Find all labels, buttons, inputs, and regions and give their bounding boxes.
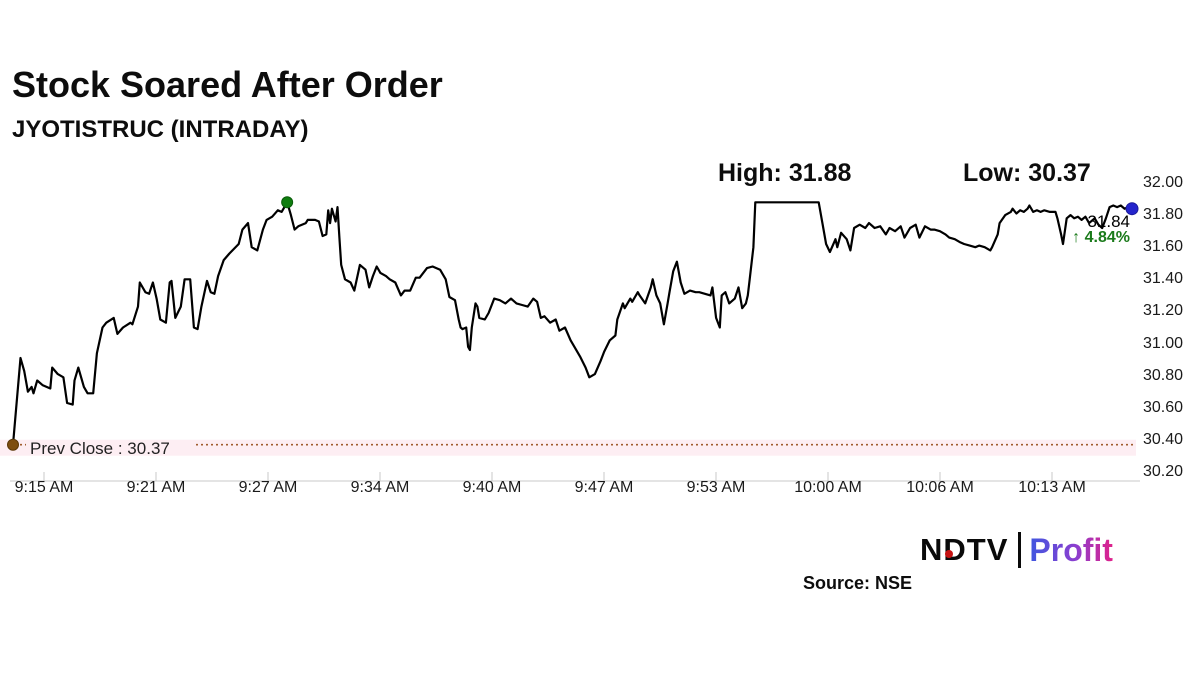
x-tick-label: 9:21 AM	[126, 479, 186, 496]
source-label: Source: NSE	[803, 573, 913, 593]
low-annotation: Low: 30.37	[963, 159, 1091, 187]
logo-divider	[1018, 532, 1022, 568]
x-tick-label: 9:47 AM	[574, 479, 634, 496]
low-point-marker	[7, 438, 19, 451]
profit-logo-text: Profit	[1029, 531, 1113, 568]
change-percent: ↑ 4.84%	[1040, 229, 1130, 247]
y-tick-label: 31.00	[1143, 334, 1184, 352]
y-tick-label: 31.40	[1143, 270, 1184, 288]
x-tick-label: 10:06 AM	[906, 479, 974, 496]
x-tick-label: 9:34 AM	[350, 479, 410, 496]
x-tick-label: 9:27 AM	[238, 479, 298, 496]
y-tick-label: 30.80	[1143, 366, 1184, 384]
y-tick-label: 32.00	[1143, 174, 1184, 191]
change-percent-value: 4.84%	[1084, 229, 1130, 246]
x-tick-label: 9:40 AM	[462, 479, 522, 496]
ndtv-profit-logo: NDTV Profit	[920, 530, 1113, 570]
chart-subtitle: JYOTISTRUC (INTRADAY)	[12, 116, 309, 143]
y-tick-label: 31.60	[1143, 238, 1184, 256]
ndtv-red-dot-icon	[945, 550, 953, 558]
y-tick-label: 31.80	[1143, 206, 1184, 224]
last-point-marker	[1125, 202, 1139, 216]
up-arrow-icon: ↑	[1072, 229, 1081, 246]
high-point-marker	[281, 196, 294, 209]
x-tick-label: 9:15 AM	[14, 479, 74, 496]
x-tick-label: 10:00 AM	[794, 479, 862, 496]
y-tick-label: 30.60	[1143, 398, 1184, 416]
ndtv-logo-text: NDTV	[920, 532, 1009, 567]
prev-close-band	[0, 439, 1136, 456]
x-tick-label: 10:13 AM	[1018, 479, 1086, 496]
high-annotation: High: 31.88	[718, 159, 852, 187]
page-title: Stock Soared After Order	[12, 64, 443, 105]
price-line	[11, 201, 1134, 446]
prev-close-annotation: Prev Close : 30.37	[30, 439, 170, 458]
y-tick-label: 30.20	[1143, 463, 1184, 480]
y-tick-label: 30.40	[1143, 430, 1184, 448]
y-tick-label: 31.20	[1143, 302, 1184, 320]
x-tick-label: 9:53 AM	[686, 479, 746, 496]
last-price-label: 31.84	[1087, 212, 1130, 231]
